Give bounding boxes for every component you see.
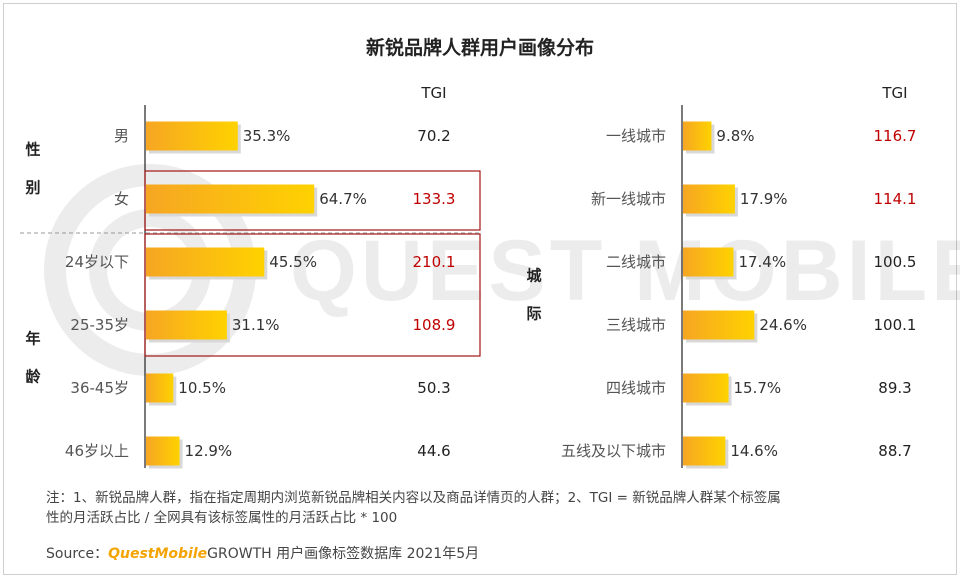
footnote-line2: 性的月活跃占比 / 全网具有该标签属性的月活跃占比 * 100	[46, 509, 397, 526]
bar-value-label: 64.7%	[319, 190, 367, 208]
group-label-char: 际	[526, 305, 541, 323]
tgi-value: 108.9	[413, 316, 456, 334]
group-label-char: 性	[25, 141, 40, 159]
source-brand: QuestMobile	[108, 546, 207, 562]
category-label: 二线城市	[606, 253, 666, 271]
group-label-char: 别	[24, 179, 40, 197]
bar-value-label: 14.6%	[730, 442, 778, 460]
tgi-value: 50.3	[417, 379, 450, 397]
tgi-value: 114.1	[874, 190, 917, 208]
category-label: 女	[114, 190, 129, 208]
tgi-value: 210.1	[413, 253, 456, 271]
right-chart: TGI 一线城市 9.8% 116.7 新一线城市 17.9% 114.1 二线城市 17.4%…	[526, 84, 916, 469]
tgi-value: 133.3	[413, 190, 456, 208]
bar	[146, 184, 315, 214]
category-label: 36-45岁	[70, 379, 129, 397]
category-label: 五线及以下城市	[561, 442, 666, 460]
category-label: 三线城市	[606, 316, 666, 334]
bar	[683, 121, 712, 151]
highlight-box	[144, 170, 481, 231]
watermark-text: QUEST MOBILE	[290, 223, 960, 319]
category-label: 一线城市	[606, 127, 666, 145]
bar	[683, 184, 735, 214]
tgi-value: 89.3	[878, 379, 911, 397]
bar-value-label: 15.7%	[734, 379, 782, 397]
bar	[146, 310, 227, 340]
source-line: Source：QuestMobileGROWTH 用户画像标签数据库 2021年…	[46, 545, 479, 562]
bar	[683, 247, 734, 277]
chart-title: 新锐品牌人群用户画像分布	[366, 36, 594, 59]
tgi-value: 88.7	[878, 442, 911, 460]
bar-value-label: 17.4%	[738, 253, 786, 271]
category-label: 男	[114, 127, 129, 145]
tgi-value: 70.2	[417, 127, 450, 145]
category-label: 新一线城市	[591, 190, 666, 208]
source-rest: GROWTH 用户画像标签数据库 2021年5月	[207, 545, 479, 562]
category-label: 46岁以上	[65, 442, 129, 460]
tgi-value: 44.6	[417, 442, 450, 460]
bar-value-label: 31.1%	[232, 316, 280, 334]
bar-value-label: 10.5%	[178, 379, 226, 397]
bar-value-label: 24.6%	[759, 316, 807, 334]
tgi-header: TGI	[420, 84, 446, 102]
bar-value-label: 45.5%	[269, 253, 317, 271]
bar	[683, 436, 726, 466]
tgi-value: 100.1	[874, 316, 917, 334]
bar	[146, 436, 180, 466]
bar	[146, 247, 265, 277]
bar	[683, 373, 729, 403]
bar-value-label: 9.8%	[716, 127, 754, 145]
tgi-value: 100.5	[874, 253, 917, 271]
bar-value-label: 35.3%	[243, 127, 291, 145]
bar-value-label: 17.9%	[740, 190, 788, 208]
tgi-header: TGI	[881, 84, 907, 102]
highlight-box	[144, 233, 481, 357]
source-prefix: Source：	[46, 546, 108, 562]
bar	[146, 373, 174, 403]
chart-frame	[3, 3, 957, 575]
group-label-char: 城	[526, 267, 541, 285]
group-label-char: 年	[25, 330, 40, 348]
footnote-line1: 注：1、新锐品牌人群，指在指定周期内浏览新锐品牌相关内容以及商品详情页的人群；2…	[46, 489, 781, 506]
bar	[683, 310, 755, 340]
category-label: 四线城市	[606, 379, 666, 397]
group-label-char: 龄	[25, 368, 41, 386]
bar-value-label: 12.9%	[185, 442, 233, 460]
tgi-value: 116.7	[874, 127, 917, 145]
watermark: QUEST MOBILE	[44, 164, 960, 376]
category-label: 25-35岁	[70, 316, 129, 334]
left-chart: TGI 男 35.3% 70.2 女 64.7% 133.3 24岁以下 45.5% 210.1 2…	[20, 84, 481, 469]
category-label: 24岁以下	[65, 253, 129, 271]
bar	[146, 121, 238, 151]
